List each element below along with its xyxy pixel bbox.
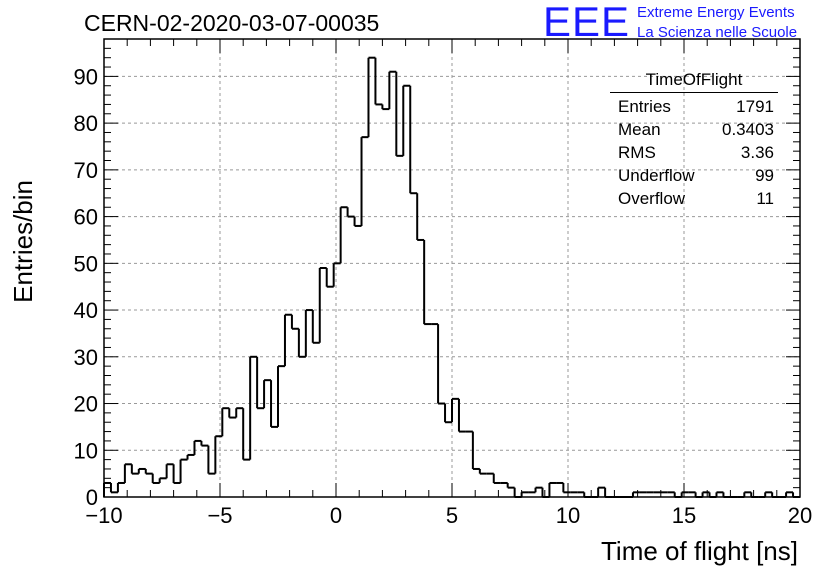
y-tick-label: 50: [74, 251, 98, 276]
run-id-title: CERN-02-2020-03-07-00035: [84, 10, 380, 36]
axis-tick-labels: −10 −5 0 5 10 15 20 0 10 20 30 40 50 60 70 80 90: [74, 64, 813, 528]
stats-value: 1791: [736, 97, 774, 116]
y-tick-label: 40: [74, 298, 98, 323]
x-tick-label: 15: [672, 503, 696, 528]
y-tick-label: 30: [74, 345, 98, 370]
x-axis-label: Time of flight [ns]: [601, 536, 798, 566]
y-tick-label: 10: [74, 438, 98, 463]
stats-value: 0.3403: [722, 120, 774, 139]
x-tick-label: −5: [207, 503, 232, 528]
stats-title: TimeOfFlight: [610, 70, 778, 93]
grid-lines: [104, 39, 800, 497]
stats-box: TimeOfFlight Entries 1791 Mean 0.3403 RM…: [610, 70, 778, 210]
logo-caption-line2: La Scienza nelle Scuole: [637, 24, 798, 41]
stats-label: Underflow: [618, 166, 695, 185]
y-tick-label: 70: [74, 158, 98, 183]
y-tick-label: 90: [74, 64, 98, 89]
x-tick-label: −10: [85, 503, 122, 528]
logo-caption-line1: Extreme Energy Events: [637, 4, 795, 21]
stats-value: 3.36: [740, 143, 774, 162]
stats-row-entries: Entries 1791: [610, 95, 778, 118]
stats-label: Overflow: [618, 189, 686, 208]
stats-value: 99: [755, 166, 774, 185]
y-tick-label: 60: [74, 205, 98, 230]
y-axis-label: Entries/bin: [8, 180, 38, 303]
x-tick-label: 0: [330, 503, 342, 528]
y-axis-label-wrap: Entries/bin: [8, 180, 38, 303]
x-tick-label: 5: [446, 503, 458, 528]
x-tick-label: 10: [556, 503, 580, 528]
y-tick-label: 20: [74, 392, 98, 417]
y-tick-label: 0: [86, 485, 98, 510]
axis-ticks: [103, 38, 801, 498]
stats-row-overflow: Overflow 11: [610, 187, 778, 210]
stats-row-rms: RMS 3.36: [610, 141, 778, 164]
stats-row-underflow: Underflow 99: [610, 164, 778, 187]
stats-label: Mean: [618, 120, 661, 139]
stats-label: RMS: [618, 143, 656, 162]
x-tick-label: 20: [788, 503, 812, 528]
eee-logo: EEE: [543, 0, 631, 45]
stats-row-mean: Mean 0.3403: [610, 118, 778, 141]
stats-label: Entries: [618, 97, 671, 116]
y-tick-label: 80: [74, 111, 98, 136]
stats-value: 11: [756, 189, 774, 208]
